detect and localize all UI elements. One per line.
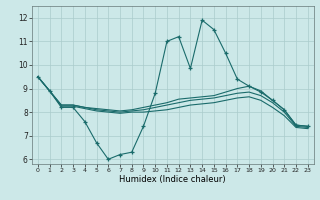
X-axis label: Humidex (Indice chaleur): Humidex (Indice chaleur) — [119, 175, 226, 184]
